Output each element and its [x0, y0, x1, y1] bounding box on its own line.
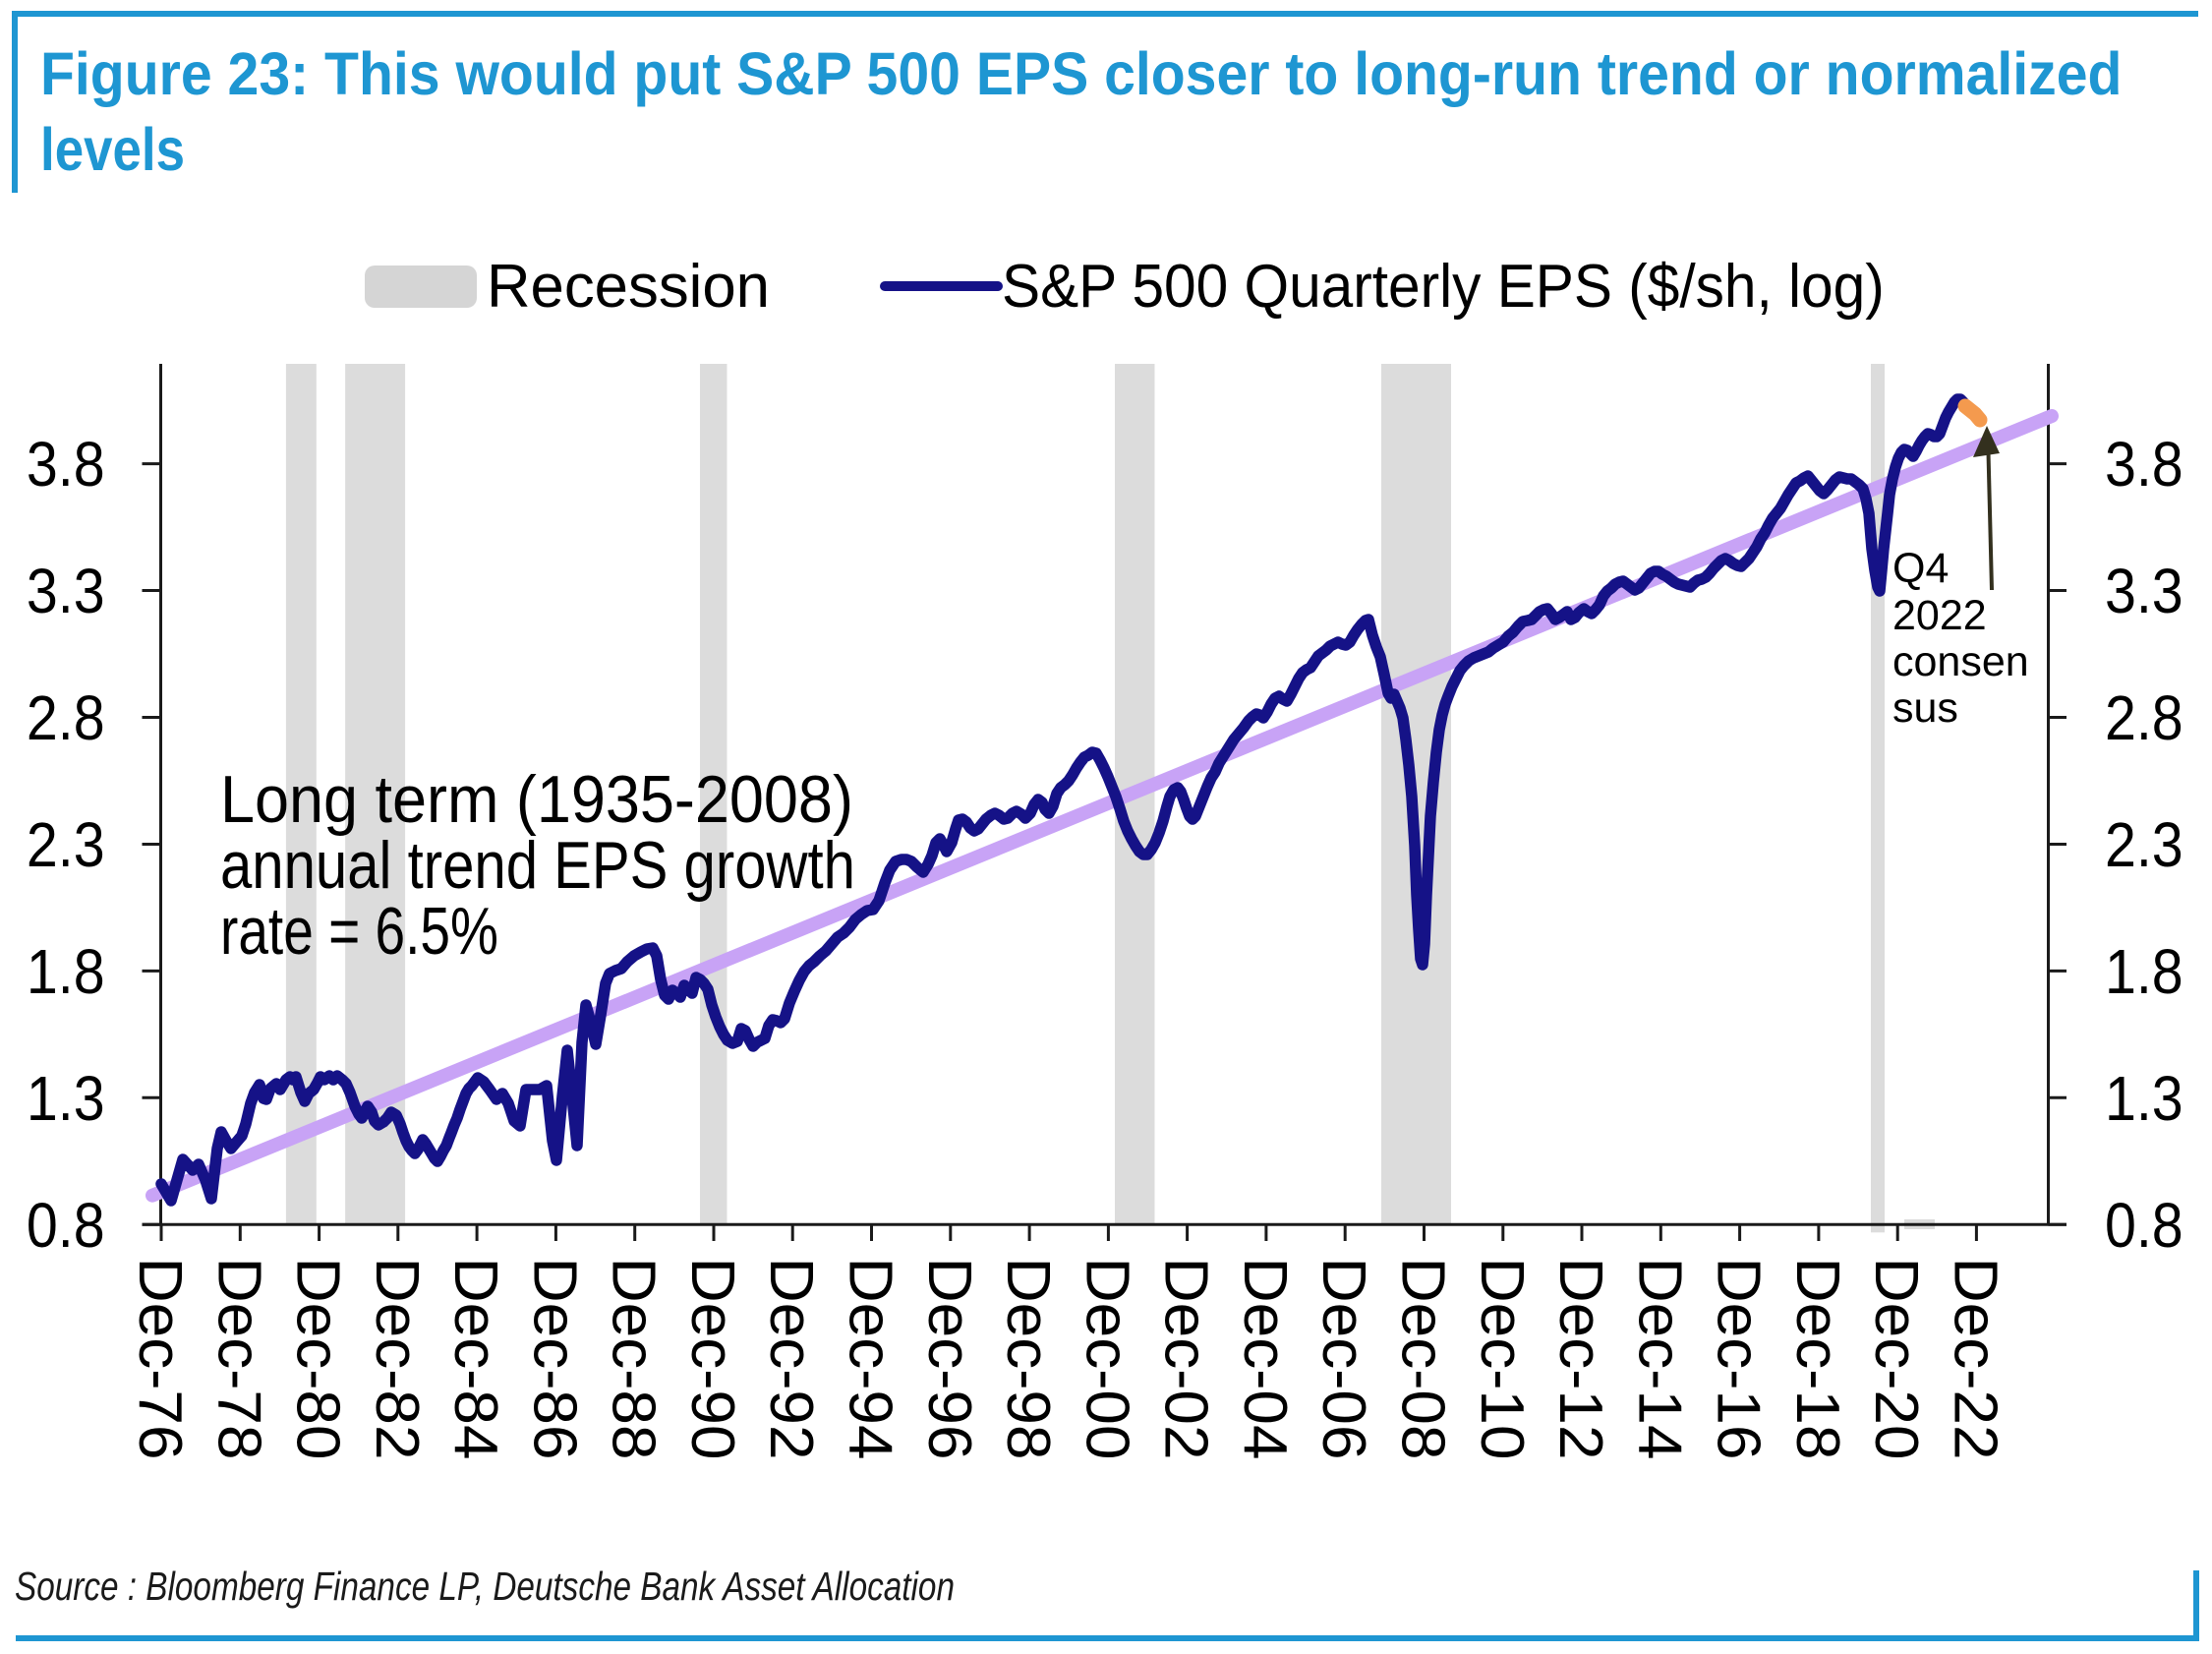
svg-text:Dec-94: Dec-94	[837, 1258, 904, 1460]
svg-text:Dec-78: Dec-78	[205, 1258, 273, 1460]
svg-text:annual trend EPS growth: annual trend EPS growth	[220, 829, 855, 903]
svg-text:3.8: 3.8	[2105, 429, 2183, 500]
svg-text:levels: levels	[40, 116, 185, 183]
svg-text:Dec-92: Dec-92	[757, 1258, 825, 1460]
svg-text:Recession: Recession	[487, 253, 770, 321]
svg-text:Dec-14: Dec-14	[1626, 1258, 1694, 1460]
svg-text:Dec-00: Dec-00	[1074, 1258, 1141, 1460]
svg-text:0.8: 0.8	[2105, 1190, 2183, 1261]
svg-text:Dec-22: Dec-22	[1942, 1258, 2009, 1460]
svg-text:Dec-06: Dec-06	[1310, 1258, 1377, 1460]
svg-text:Dec-80: Dec-80	[284, 1258, 352, 1460]
svg-text:Dec-84: Dec-84	[441, 1258, 509, 1460]
svg-text:1.3: 1.3	[27, 1063, 105, 1134]
svg-text:Dec-16: Dec-16	[1705, 1258, 1773, 1460]
svg-text:0.8: 0.8	[27, 1190, 105, 1261]
svg-text:2.8: 2.8	[27, 682, 105, 753]
svg-text:2.8: 2.8	[2105, 682, 2183, 753]
svg-text:Dec-02: Dec-02	[1152, 1258, 1220, 1460]
svg-text:Dec-90: Dec-90	[678, 1258, 746, 1460]
svg-text:1.8: 1.8	[2105, 936, 2183, 1007]
svg-text:rate = 6.5%: rate = 6.5%	[220, 895, 498, 970]
svg-text:S&P 500 Quarterly EPS ($/sh, l: S&P 500 Quarterly EPS ($/sh, log)	[1002, 251, 1885, 320]
svg-text:Dec-98: Dec-98	[994, 1258, 1062, 1460]
svg-text:2.3: 2.3	[27, 809, 105, 880]
svg-text:Long term (1935-2008): Long term (1935-2008)	[220, 762, 853, 837]
svg-text:3.3: 3.3	[27, 556, 105, 626]
svg-text:Dec-86: Dec-86	[521, 1258, 589, 1460]
svg-text:Dec-20: Dec-20	[1862, 1258, 1930, 1460]
svg-text:Dec-18: Dec-18	[1783, 1258, 1851, 1460]
svg-text:3.8: 3.8	[27, 429, 105, 500]
svg-text:Dec-10: Dec-10	[1468, 1258, 1536, 1460]
svg-text:1.3: 1.3	[2105, 1063, 2183, 1134]
svg-text:consen: consen	[1892, 638, 2029, 685]
svg-text:Dec-82: Dec-82	[363, 1258, 431, 1460]
svg-text:Dec-88: Dec-88	[600, 1258, 668, 1460]
svg-text:Q4: Q4	[1892, 545, 1949, 592]
svg-text:Dec-04: Dec-04	[1231, 1258, 1299, 1460]
svg-text:Dec-76: Dec-76	[126, 1258, 194, 1460]
svg-text:3.3: 3.3	[2105, 556, 2183, 626]
svg-text:Dec-96: Dec-96	[915, 1258, 983, 1460]
svg-text:Dec-08: Dec-08	[1389, 1258, 1457, 1460]
svg-text:2.3: 2.3	[2105, 809, 2183, 880]
svg-text:Source : Bloomberg Finance LP,: Source : Bloomberg Finance LP, Deutsche …	[15, 1564, 955, 1609]
svg-text:sus: sus	[1892, 684, 1958, 732]
svg-text:2022: 2022	[1892, 592, 1987, 639]
svg-text:Dec-12: Dec-12	[1546, 1258, 1614, 1460]
svg-text:Figure 23: This would put S&P: Figure 23: This would put S&P 500 EPS cl…	[40, 39, 2122, 107]
svg-text:1.8: 1.8	[27, 936, 105, 1007]
